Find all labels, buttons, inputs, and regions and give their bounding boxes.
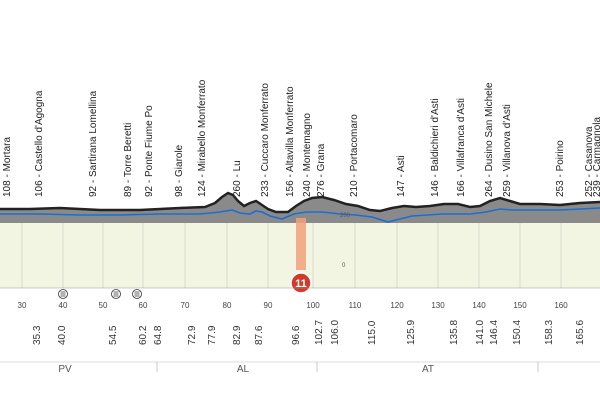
sprint-flag-icon <box>58 289 68 299</box>
km-tick-label: 60 <box>139 301 148 310</box>
place-label: 146 - Baldichieri d'Asti <box>430 98 441 197</box>
km-tick-label: 50 <box>99 301 108 310</box>
km-label: 102.7 <box>314 320 325 345</box>
km-label: 87.6 <box>254 325 265 345</box>
km-label: 150.4 <box>512 320 523 345</box>
km-label: 82.9 <box>232 325 243 345</box>
km-to-go-text: 11 <box>295 278 307 290</box>
terrain-fill <box>0 193 600 223</box>
sprint-flag-icon <box>132 289 142 299</box>
place-label: 259 - Villanova d'Asti <box>502 104 513 197</box>
km-tick-label: 110 <box>349 301 362 310</box>
km-label: 35.3 <box>32 325 43 345</box>
place-label: 92 - Sartirana Lomellina <box>88 90 99 197</box>
km-label: 72.9 <box>187 325 198 345</box>
km-tick-label: 100 <box>306 301 320 310</box>
place-label: 108 - Mortara <box>2 137 13 197</box>
km-label: 135.8 <box>449 320 460 345</box>
place-label: 92 - Ponte Fiume Po <box>144 105 155 197</box>
place-label: 253 - Poirino <box>555 140 566 197</box>
km-label: 141.0 <box>475 320 486 345</box>
place-label: 166 - Villafranca d'Asti <box>456 98 467 197</box>
km-label: 106.0 <box>330 320 341 345</box>
km-to-go-marker: 11 <box>290 272 312 294</box>
place-label: 239 - Carmagnola <box>592 117 600 197</box>
place-label: 98 - Giarole <box>174 144 185 197</box>
km-labels: 35.3 40.0 54.5 60.2 64.8 72.9 77.9 82.9 87.6 96.6… <box>32 320 586 345</box>
km-label: 125.9 <box>406 320 417 345</box>
km-tick-label: 160 <box>554 301 568 310</box>
km-tick-label: 90 <box>264 301 273 310</box>
road-line <box>0 207 600 223</box>
place-label: 156 - Altavilla Monferrato <box>285 86 296 197</box>
km-grid <box>21 212 562 288</box>
km-label: 64.8 <box>153 325 164 345</box>
terrain-ridge-line <box>0 191 600 214</box>
province-at: AT <box>422 364 434 375</box>
province-pv: PV <box>58 364 72 375</box>
place-label: 276 - Grana <box>316 143 327 197</box>
place-label: 124 - Mirabello Monferrato <box>197 79 208 197</box>
km-tick-label: 30 <box>18 301 27 310</box>
km-label: 146.4 <box>489 320 500 345</box>
km-label: 40.0 <box>57 325 68 345</box>
place-label: 264 - Dusino San Michele <box>484 82 495 197</box>
km-tick-label: 130 <box>431 301 445 310</box>
km-tick-label: 150 <box>513 301 527 310</box>
altitude-label-0: 0 <box>342 263 346 269</box>
place-label: 252 - Casanova <box>584 126 595 197</box>
km-label: 96.6 <box>291 325 302 345</box>
km-tick-label: 140 <box>472 301 486 310</box>
place-label: 89 - Torre Beretti <box>123 123 134 197</box>
km-label: 54.5 <box>108 325 119 345</box>
altitude-label-200: 200 <box>340 213 351 219</box>
province-al: AL <box>237 364 250 375</box>
km-label: 158.3 <box>544 320 555 345</box>
km-tick-label: 70 <box>181 301 190 310</box>
km-label: 115.0 <box>367 320 378 345</box>
sprint-flag-icon <box>111 289 121 299</box>
km-ticks: 30 40 50 60 70 80 90 100 110 120 130 140 150 160 <box>18 301 569 310</box>
gpm-column <box>296 218 306 270</box>
place-labels: 108 - Mortara 106 - Castello d'Agogna 92 -… <box>2 79 600 197</box>
km-tick-label: 40 <box>59 301 68 310</box>
place-label: 240 - Montemagno <box>302 113 313 197</box>
place-label: 233 - Cuccaro Monferrato <box>260 83 271 197</box>
km-label: 165.6 <box>575 320 586 345</box>
place-label: 260 - Lu <box>232 160 243 197</box>
place-label: 106 - Castello d'Agogna <box>34 90 45 197</box>
km-tick-label: 80 <box>223 301 232 310</box>
place-label: 210 - Portacomaro <box>349 114 360 197</box>
km-tick-label: 120 <box>390 301 404 310</box>
km-label: 60.2 <box>138 325 149 345</box>
place-label: 147 - Asti <box>396 155 407 197</box>
km-label: 77.9 <box>207 325 218 345</box>
